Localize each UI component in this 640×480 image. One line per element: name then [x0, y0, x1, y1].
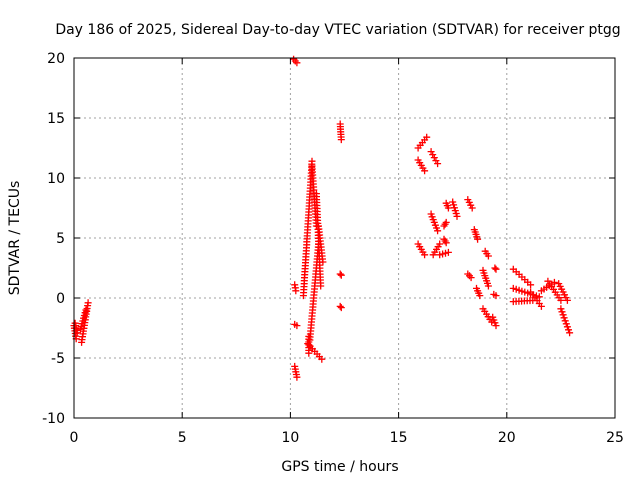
data-point [474, 235, 482, 243]
data-point [464, 270, 472, 278]
data-point [434, 227, 442, 235]
plot-frame [73, 57, 616, 419]
data-point [337, 136, 345, 144]
data-point [566, 329, 574, 337]
x-tick-label: 0 [70, 430, 79, 446]
y-tick-label: 5 [56, 231, 65, 247]
axis-ticks: 0 5 10 15 20 25 -10 -5 0 5 10 15 20 [42, 51, 624, 446]
data-point [293, 322, 301, 330]
data-point [444, 204, 452, 212]
data-point [557, 296, 565, 304]
data-point [535, 293, 543, 301]
x-tick-label: 10 [281, 430, 299, 446]
data-point [434, 160, 442, 168]
data-point [421, 251, 429, 259]
data-point [467, 274, 475, 282]
data-point [537, 302, 545, 310]
y-tick-label: 0 [56, 291, 65, 307]
data-point [557, 305, 565, 313]
data-point [559, 311, 567, 319]
data-point [453, 212, 461, 220]
data-point [561, 317, 569, 325]
y-tick-label: -10 [42, 411, 65, 427]
data-point [550, 278, 558, 286]
data-point [318, 355, 326, 363]
data-point [293, 373, 301, 381]
data-point [560, 314, 568, 322]
data-point [315, 240, 322, 248]
x-tick-label: 20 [498, 430, 516, 446]
data-point [319, 258, 327, 266]
data-point [491, 264, 499, 272]
x-tick-label: 5 [178, 430, 187, 446]
data-point [84, 299, 92, 307]
data-points [70, 55, 574, 381]
data-point [430, 154, 438, 162]
data-point [492, 292, 500, 300]
data-point [337, 271, 345, 279]
data-point [73, 329, 81, 337]
data-point [444, 248, 452, 256]
data-point [442, 218, 450, 226]
data-point [563, 296, 571, 304]
data-point [442, 239, 450, 247]
y-tick-label: 20 [47, 51, 65, 67]
data-point [484, 282, 492, 290]
data-point [565, 326, 572, 334]
data-point [429, 151, 437, 159]
data-point [562, 320, 570, 328]
data-point [436, 240, 444, 248]
data-point [563, 323, 571, 331]
data-point [492, 322, 500, 330]
data-point [336, 270, 344, 278]
data-point [558, 308, 566, 316]
data-point [476, 292, 484, 300]
x-axis-label: GPS time / hours [281, 459, 398, 475]
data-point [82, 306, 90, 314]
data-point [527, 281, 535, 289]
y-tick-label: 15 [47, 111, 65, 127]
data-point [492, 265, 500, 273]
y-tick-label: -5 [51, 351, 65, 367]
data-point [423, 133, 431, 141]
y-tick-label: 10 [47, 171, 65, 187]
data-point [317, 282, 325, 290]
chart-title: Day 186 of 2025, Sidereal Day-to-day VTE… [55, 22, 620, 38]
data-point [293, 59, 301, 67]
y-axis-label: SDTVAR / TECUs [7, 181, 23, 296]
data-point [421, 167, 429, 175]
x-tick-label: 15 [390, 430, 408, 446]
data-point [336, 302, 344, 310]
data-point [427, 148, 435, 156]
data-point [468, 204, 476, 212]
x-tick-label: 25 [606, 430, 624, 446]
data-point [484, 252, 492, 260]
data-point [292, 287, 300, 295]
grid-lines [74, 58, 615, 418]
data-point [337, 304, 345, 312]
